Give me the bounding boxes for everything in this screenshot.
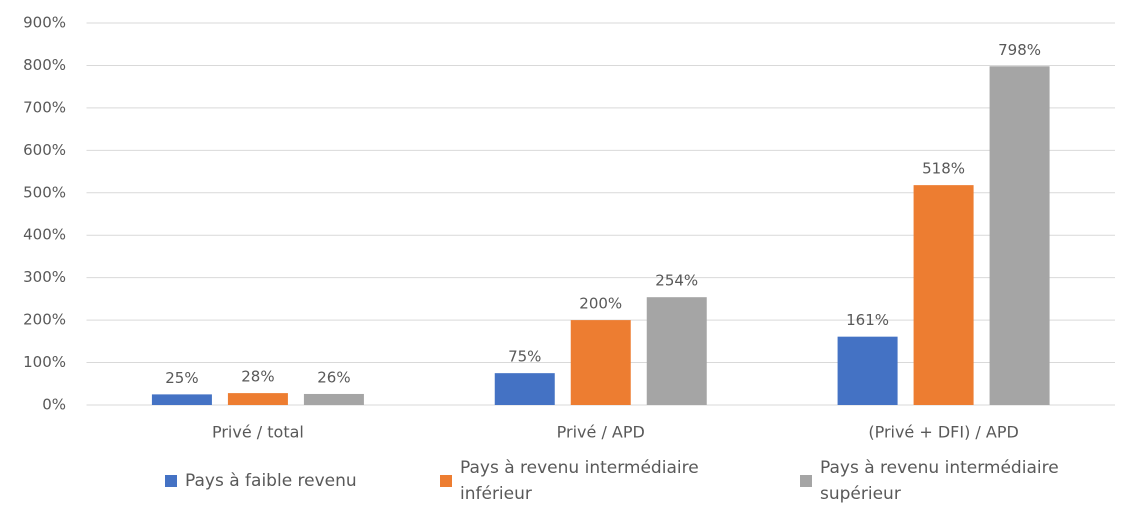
legend-swatch xyxy=(165,475,177,487)
x-tick-label: Privé / APD xyxy=(557,423,645,442)
y-tick-label: 500% xyxy=(23,183,66,201)
legend-label: Pays à faible revenu xyxy=(185,471,357,491)
x-tick-label: (Privé + DFI) / APD xyxy=(868,423,1018,442)
bar xyxy=(646,297,707,405)
x-tick-label: Privé / total xyxy=(212,423,304,442)
legend-item: Pays à revenu intermédiaire supérieur xyxy=(800,455,1130,505)
data-label: 75% xyxy=(508,348,541,366)
bar xyxy=(989,66,1050,405)
data-label: 26% xyxy=(317,368,350,386)
legend-item: Pays à faible revenu xyxy=(165,455,495,505)
data-label: 25% xyxy=(165,369,198,387)
data-label: 161% xyxy=(846,311,889,329)
bar xyxy=(227,393,288,405)
y-tick-label: 400% xyxy=(23,226,66,244)
y-tick-label: 0% xyxy=(42,396,66,414)
bar xyxy=(837,336,898,405)
y-tick-label: 800% xyxy=(23,56,66,74)
bar xyxy=(494,373,555,405)
legend-swatch xyxy=(440,475,452,487)
legend-label: Pays à revenu intermédiaire supérieur xyxy=(820,458,1059,504)
legend-swatch xyxy=(800,475,812,487)
bar xyxy=(570,320,631,405)
data-label: 798% xyxy=(998,41,1041,59)
data-label: 28% xyxy=(241,368,274,386)
y-tick-label: 700% xyxy=(23,98,66,116)
y-tick-label: 100% xyxy=(23,353,66,371)
bar xyxy=(913,185,974,405)
y-tick-label: 900% xyxy=(23,14,66,32)
data-label: 518% xyxy=(922,160,965,178)
y-tick-label: 200% xyxy=(23,311,66,329)
bar xyxy=(151,394,212,405)
y-tick-label: 600% xyxy=(23,141,66,159)
legend-label: Pays à revenu intermédiaire inférieur xyxy=(460,458,699,504)
legend-item: Pays à revenu intermédiaire inférieur xyxy=(440,455,770,505)
data-label: 200% xyxy=(579,295,622,313)
data-label: 254% xyxy=(655,272,698,290)
bar xyxy=(303,393,364,405)
y-tick-label: 300% xyxy=(23,268,66,286)
